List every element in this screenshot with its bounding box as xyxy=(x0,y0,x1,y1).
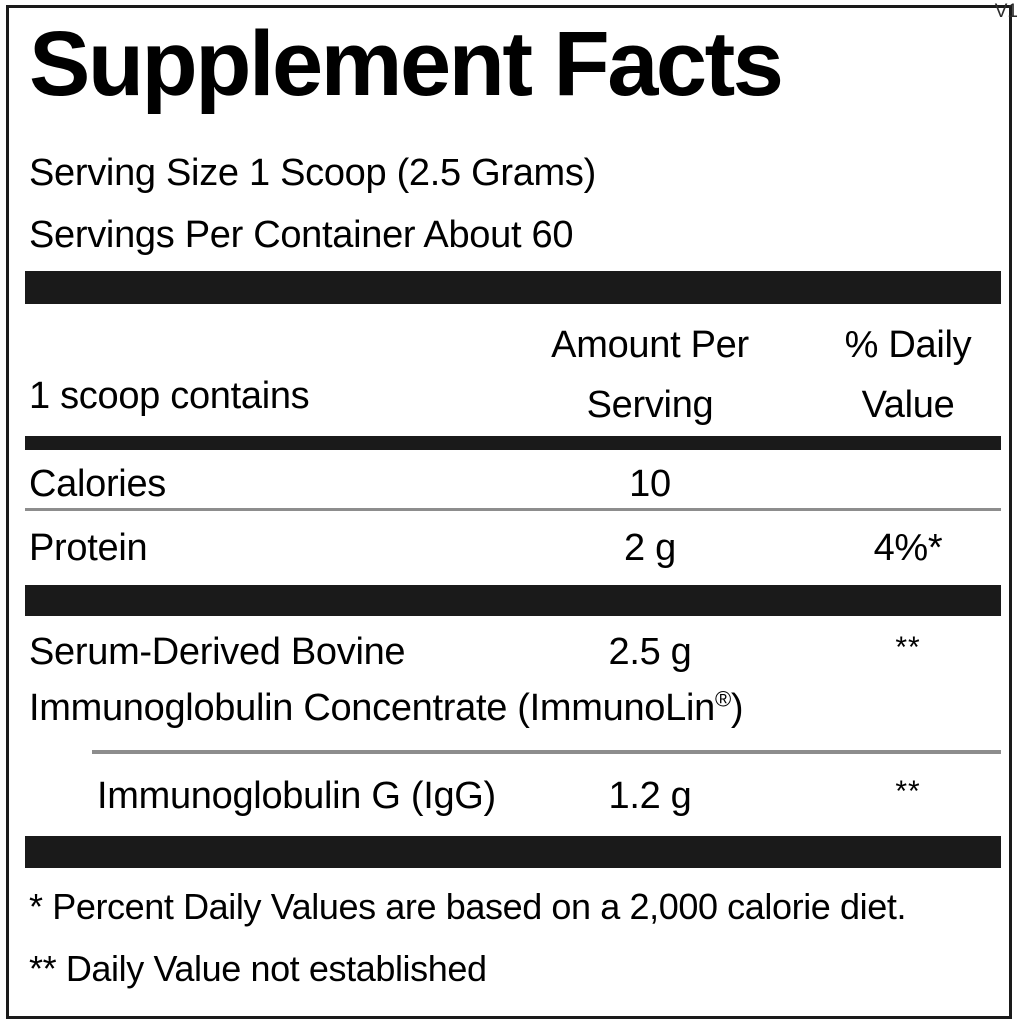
row-igg-name: Immunoglobulin G (IgG) xyxy=(97,775,496,817)
column-header-dv-line1: % Daily xyxy=(844,324,972,366)
registered-trademark-icon: ® xyxy=(714,686,731,712)
rule-under-calories xyxy=(25,508,1001,511)
column-header-left: 1 scoop contains xyxy=(29,375,310,417)
row-sdbic-name-line1: Serum-Derived Bovine xyxy=(29,631,406,673)
separator-bar-top xyxy=(25,271,1001,304)
row-calories-amount: 10 xyxy=(629,463,671,505)
column-header-dv-line2: Value xyxy=(861,384,955,426)
serving-size-text: Serving Size 1 Scoop (2.5 Grams) xyxy=(29,152,596,194)
row-protein-name: Protein xyxy=(29,527,148,569)
column-header-amount-line2: Serving xyxy=(586,384,714,426)
row-sdbic-name-line2: Immunoglobulin Concentrate (ImmunoLin®) xyxy=(29,686,744,730)
row-protein-daily-value: 4%* xyxy=(873,527,943,569)
column-header-amount-line1: Amount Per xyxy=(551,324,749,366)
version-code: V1 xyxy=(994,1,1018,22)
footnote-percent-daily-value: * Percent Daily Values are based on a 2,… xyxy=(29,886,907,927)
row-igg-daily-value: ** xyxy=(895,775,921,808)
separator-bar-header xyxy=(25,436,1001,450)
servings-per-container-text: Servings Per Container About 60 xyxy=(29,214,574,256)
column-header-daily-value: % Daily Value xyxy=(815,315,1001,435)
row-sdbic-amount: 2.5 g xyxy=(608,631,692,673)
separator-bar-after-protein xyxy=(25,585,1001,616)
rule-above-igg xyxy=(92,750,1001,754)
page-title: Supplement Facts xyxy=(29,13,784,115)
row-sdbic-name-line2-prefix: Immunoglobulin Concentrate (ImmunoLin xyxy=(29,687,715,729)
footnote-daily-value-not-established: ** Daily Value not established xyxy=(29,948,487,989)
row-igg-amount: 1.2 g xyxy=(608,775,692,817)
label-content: Supplement Facts Serving Size 1 Scoop (2… xyxy=(25,0,1001,1028)
row-sdbic-name-line2-suffix: ) xyxy=(730,687,744,729)
column-header-amount: Amount Per Serving xyxy=(485,315,815,435)
row-protein-amount: 2 g xyxy=(624,527,676,569)
separator-bar-before-footnotes xyxy=(25,836,1001,868)
row-calories-name: Calories xyxy=(29,463,166,505)
row-sdbic-daily-value: ** xyxy=(895,631,921,664)
